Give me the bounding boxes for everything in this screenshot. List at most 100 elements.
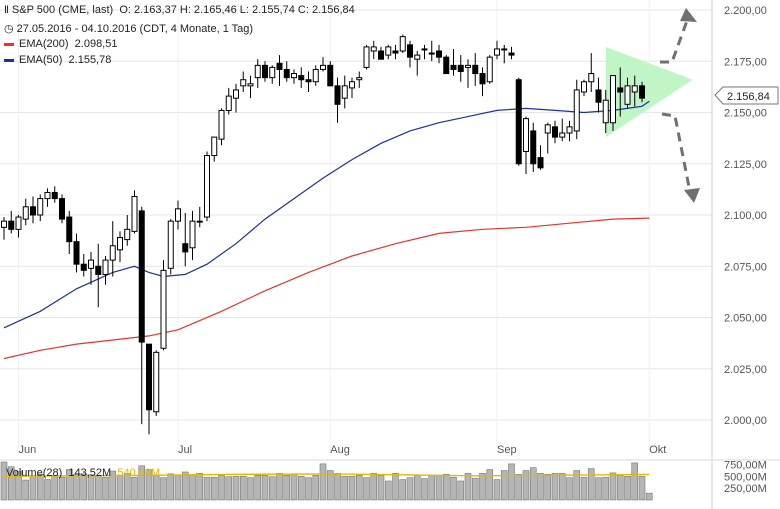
candle xyxy=(262,61,268,82)
candle xyxy=(378,46,384,60)
candle-body xyxy=(544,124,551,134)
candle-body xyxy=(283,68,290,79)
candle xyxy=(349,77,355,99)
y-tick-label: 2.175,00 xyxy=(724,56,767,68)
last-price-tag-value: 2.156,84 xyxy=(727,91,770,103)
candle-body xyxy=(486,56,493,83)
volume-bar xyxy=(218,474,225,501)
candle-body xyxy=(153,351,160,413)
last-price-tag-shape xyxy=(714,86,779,105)
candle-body xyxy=(588,73,595,83)
volume-bar xyxy=(145,469,153,501)
candle xyxy=(624,77,631,109)
candle-body xyxy=(1,220,7,228)
breakout-arrows xyxy=(660,8,700,203)
volume-average-line xyxy=(3,473,650,477)
candle xyxy=(363,44,370,70)
candle xyxy=(211,136,218,162)
candle-body xyxy=(225,95,232,111)
volume-bar xyxy=(138,465,146,501)
volume-bar xyxy=(522,470,530,501)
volume-bar xyxy=(232,475,240,501)
candle-body xyxy=(479,73,486,85)
candle-body xyxy=(349,81,355,89)
volume-bar xyxy=(189,474,196,501)
candle xyxy=(30,196,36,224)
x-tick-label: Okt xyxy=(649,444,666,456)
volume-bar xyxy=(624,475,631,501)
ema200-layer xyxy=(3,217,650,360)
candle xyxy=(443,55,450,75)
volume-bar xyxy=(102,476,109,501)
candle-body xyxy=(414,54,421,60)
volume-avg-value: 540,20M xyxy=(117,467,161,479)
volume-bar xyxy=(239,475,247,501)
ema50-line xyxy=(3,100,650,329)
candle xyxy=(465,59,471,88)
candle-body xyxy=(457,64,464,72)
candle xyxy=(639,81,645,103)
period-line: ◷ 27.05.2016 - 04.10.2016 (CDT, 4 Monate,… xyxy=(4,22,253,35)
candle xyxy=(80,253,87,277)
candle-body xyxy=(385,46,392,56)
candle xyxy=(233,83,239,113)
candle xyxy=(8,210,15,234)
volume-bar xyxy=(94,474,102,501)
volume-bar xyxy=(0,461,8,501)
candle-body xyxy=(95,265,102,275)
volume-bar xyxy=(109,470,117,501)
volume-bar xyxy=(297,475,305,501)
candle xyxy=(312,65,319,86)
volume-bar xyxy=(116,474,124,501)
candle xyxy=(341,75,348,109)
volume-legend: Volume(28) 143,52M 540,20M xyxy=(6,467,160,479)
candle-body xyxy=(436,50,442,58)
candle-body xyxy=(102,259,109,275)
x-tick-label: Aug xyxy=(330,444,350,456)
candle xyxy=(66,210,73,254)
candle-body xyxy=(22,206,29,220)
candle-body xyxy=(341,85,348,99)
candle-body xyxy=(8,220,15,230)
volume-bar xyxy=(442,474,450,501)
ema50-layer xyxy=(3,100,650,329)
candle-body xyxy=(602,99,609,124)
candle-body xyxy=(595,89,602,103)
volume-bar xyxy=(254,474,262,501)
candle-body xyxy=(399,36,406,52)
volume-bar xyxy=(558,473,566,501)
volume-bar xyxy=(131,476,138,501)
candle xyxy=(204,151,210,222)
volume-bar xyxy=(384,480,392,501)
volume-bar xyxy=(167,473,175,501)
candle-body xyxy=(88,259,94,269)
candle-body xyxy=(566,126,573,134)
volume-bar xyxy=(399,479,407,501)
candle xyxy=(196,206,203,228)
candle-body xyxy=(523,118,529,152)
y-tick-label: 2.100,00 xyxy=(724,210,767,222)
candle-body xyxy=(204,155,210,218)
volume-bar xyxy=(196,473,204,501)
candle-body xyxy=(472,64,479,75)
volume-bar xyxy=(203,476,211,501)
volume-bar xyxy=(421,478,428,501)
candle xyxy=(320,57,326,72)
volume-bar xyxy=(515,474,523,501)
volume-bar xyxy=(87,474,95,501)
candle-body xyxy=(37,198,44,216)
candle-body xyxy=(617,87,624,93)
candle xyxy=(436,44,442,64)
candle-body xyxy=(610,75,616,124)
candle-body xyxy=(624,85,631,105)
y-tick-label: 2.150,00 xyxy=(724,108,767,120)
candle xyxy=(305,71,312,92)
volume-bar xyxy=(22,479,30,501)
volume-bar xyxy=(51,474,59,501)
volume-bar xyxy=(363,477,370,501)
volume-bar xyxy=(181,471,189,501)
volume-bar xyxy=(537,473,544,501)
volume-bar xyxy=(544,474,552,501)
candles-layer xyxy=(1,34,645,435)
